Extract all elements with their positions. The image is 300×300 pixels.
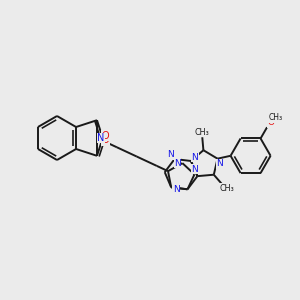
Text: N: N: [174, 159, 181, 168]
Text: N: N: [192, 152, 198, 161]
Text: N: N: [97, 133, 105, 143]
Text: CH₃: CH₃: [268, 113, 283, 122]
Text: N: N: [216, 159, 223, 168]
Text: N: N: [191, 165, 198, 174]
Text: O: O: [101, 136, 109, 146]
Text: N: N: [173, 185, 179, 194]
Text: CH₃: CH₃: [194, 128, 209, 137]
Text: CH₃: CH₃: [220, 184, 234, 193]
Text: O: O: [101, 130, 109, 140]
Text: O: O: [268, 118, 274, 127]
Text: N: N: [167, 151, 174, 160]
